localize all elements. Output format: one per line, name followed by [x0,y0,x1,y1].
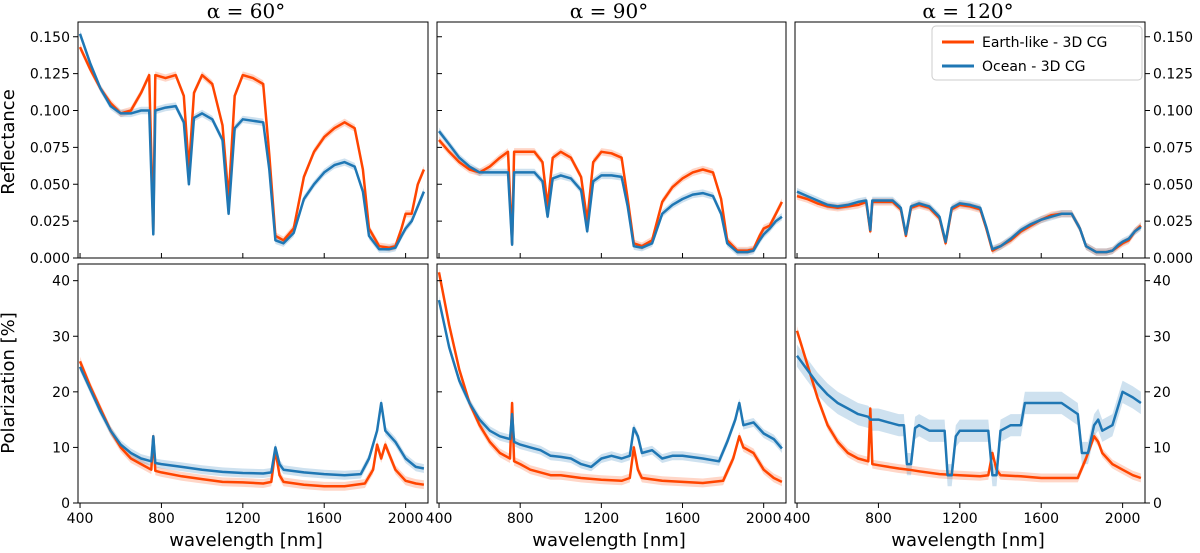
earth-series-line [795,330,1142,480]
panel-title-3: α = 120° [922,0,1013,23]
y-tick-label: 0.125 [30,67,70,83]
x-tick-label: 1200 [942,511,978,527]
panel-frame [794,263,1146,504]
xlabel-panel-2: wavelength [nm] [532,530,686,551]
ocean-uncertainty-band [797,344,1141,487]
xlabel-panel-1: wavelength [nm] [169,530,323,551]
ocean-uncertainty-band [80,30,424,253]
y-tick-label: 0.100 [1153,104,1193,120]
x-tick-label: 1600 [665,511,701,527]
legend-label-ocean: Ocean - 3D CG [982,59,1086,75]
ocean-uncertainty-band [439,127,782,256]
ocean-series-line [795,354,1142,477]
earth-series-line [78,46,426,249]
ocean-series-line [438,130,783,254]
earth-uncertainty-band [80,43,424,252]
panel-frame [436,21,787,259]
panel-title-2: α = 90° [570,0,648,23]
y-tick-label: 0.075 [1153,140,1193,156]
x-tick-label: 2000 [1105,511,1141,527]
panel-polarization-3: 0 10 20 30 40 400 800 1200 1600 2000 [784,263,1171,527]
x-tick-label: 800 [507,511,534,527]
legend: Earth-like - 3D CG Ocean - 3D CG [931,25,1143,81]
panel-reflectance-3: 0.000 0.025 0.050 0.075 0.100 0.125 0.150 [794,21,1193,267]
earth-series-line [78,360,425,488]
y-tick-label: 0.150 [1153,30,1193,46]
x-tick-label: 1600 [306,511,342,527]
legend-frame [931,25,1143,81]
polarization-ylabel: Polarization [%] [0,312,19,454]
y-tick-label: 0.075 [30,140,70,156]
ocean-series-line [437,299,783,469]
y-tick-label: 0.100 [30,104,70,120]
panel-polarization-2: 400 800 1200 1600 2000 [426,263,787,527]
earth-series-line [437,272,783,485]
y-tick-label: 0.025 [30,214,70,230]
x-tick-label: 800 [865,511,892,527]
x-tick-label: 2000 [388,511,424,527]
ocean-series-line [796,190,1142,254]
x-tick-label: 1600 [1023,511,1059,527]
panel-reflectance-1: 0.000 0.025 0.050 0.075 0.100 0.125 0.150 [30,21,429,267]
y-tick-label: 0.000 [1153,251,1193,267]
y-tick-label: 0.000 [30,251,70,267]
panel-frame [436,263,787,504]
y-tick-label: 0.150 [30,30,70,46]
reflectance-ylabel: Reflectance [0,89,19,195]
y-tick-label: 10 [52,440,70,456]
y-tick-label: 0.025 [1153,214,1193,230]
x-tick-label: 1200 [225,511,261,527]
y-tick-label: 20 [52,385,70,401]
y-tick-label: 0.125 [1153,67,1193,83]
x-tick-label: 400 [784,511,811,527]
ocean-uncertainty-band [797,187,1141,256]
ocean-series-line [78,366,425,477]
y-tick-label: 0.050 [30,177,70,193]
legend-label-earth: Earth-like - 3D CG [982,35,1107,51]
ocean-series-line [78,33,426,251]
panel-frame [77,21,429,259]
y-tick-label: 30 [52,329,70,345]
x-tick-label: 800 [148,511,175,527]
y-tick-label: 0 [61,496,70,512]
panels: 0.0000.0250.0500.0750.1000.1250.1500.000… [30,21,1193,527]
x-tick-label: 400 [426,511,453,527]
y-tick-label: 40 [1153,274,1171,290]
panel-title-1: α = 60° [207,0,285,23]
panel-polarization-1: 0 10 20 30 40 400 800 1200 1600 2000 [52,263,429,527]
x-tick-label: 1200 [584,511,620,527]
y-tick-label: 40 [52,274,70,290]
x-tick-label: 400 [67,511,94,527]
y-tick-label: 10 [1153,440,1171,456]
panel-frame [794,21,1146,259]
x-tick-label: 2000 [746,511,782,527]
xlabel-panel-3: wavelength [nm] [891,530,1045,551]
y-tick-label: 20 [1153,385,1171,401]
panel-frame [77,263,429,504]
y-tick-label: 0 [1153,496,1162,512]
y-tick-label: 30 [1153,329,1171,345]
y-tick-label: 0.050 [1153,177,1193,193]
panel-reflectance-2 [436,21,787,259]
